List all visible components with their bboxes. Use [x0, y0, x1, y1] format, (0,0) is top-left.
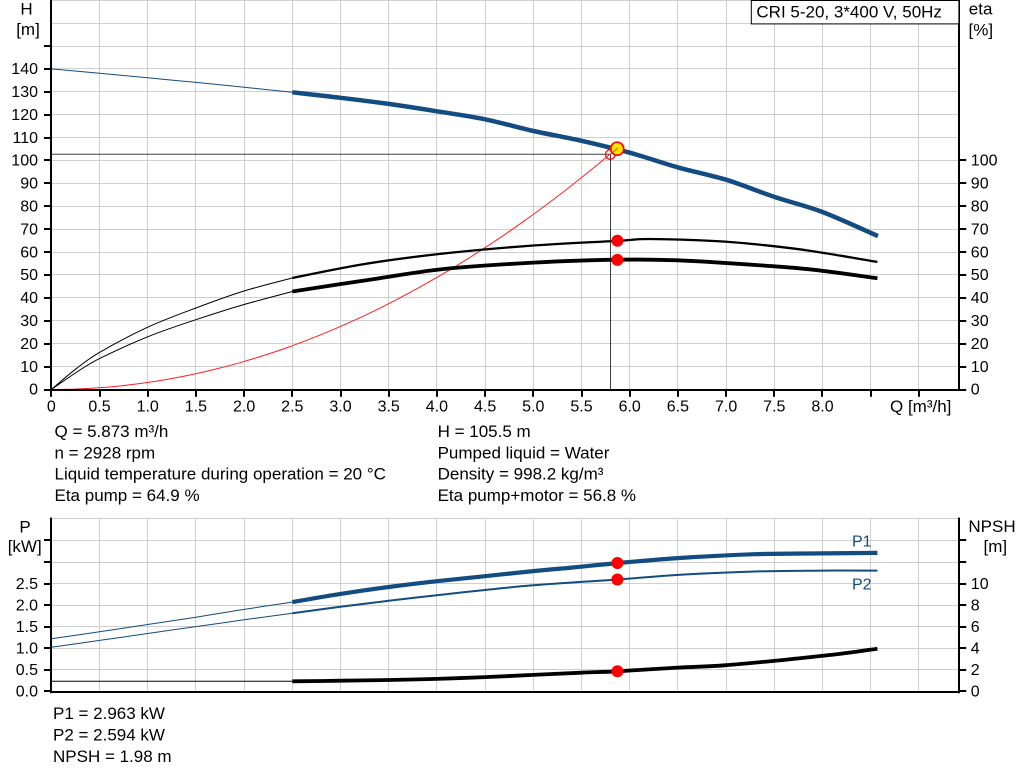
svg-text:10: 10 [20, 359, 38, 376]
svg-text:20: 20 [971, 336, 989, 353]
svg-text:7.5: 7.5 [763, 399, 785, 416]
svg-text:NPSH: NPSH [968, 517, 1015, 536]
svg-text:P2 = 2.594 kW: P2 = 2.594 kW [53, 726, 165, 745]
svg-text:2.5: 2.5 [16, 576, 38, 593]
svg-text:80: 80 [20, 199, 38, 216]
svg-text:Density = 998.2 kg/m³: Density = 998.2 kg/m³ [438, 465, 604, 484]
svg-text:7.0: 7.0 [715, 399, 737, 416]
svg-text:90: 90 [20, 176, 38, 193]
svg-text:90: 90 [971, 176, 989, 193]
svg-text:H = 105.5 m: H = 105.5 m [438, 422, 531, 441]
svg-text:4.5: 4.5 [474, 399, 496, 416]
svg-text:H: H [20, 0, 32, 18]
svg-text:20: 20 [20, 336, 38, 353]
svg-text:NPSH = 1.98 m: NPSH = 1.98 m [53, 747, 172, 766]
svg-text:0: 0 [971, 382, 980, 399]
svg-text:Liquid temperature during oper: Liquid temperature during operation = 20… [55, 465, 386, 484]
svg-text:120: 120 [11, 107, 38, 124]
svg-text:0: 0 [971, 684, 980, 701]
svg-text:P1: P1 [852, 534, 872, 551]
svg-text:50: 50 [971, 267, 989, 284]
svg-text:Q [m³/h]: Q [m³/h] [890, 397, 951, 416]
svg-text:110: 110 [12, 130, 38, 147]
svg-text:Q = 5.873 m³/h: Q = 5.873 m³/h [55, 422, 169, 441]
svg-text:[kW]: [kW] [8, 537, 42, 556]
svg-text:4.0: 4.0 [426, 399, 448, 416]
svg-text:40: 40 [20, 290, 38, 307]
svg-text:3.0: 3.0 [329, 399, 351, 416]
svg-text:0.5: 0.5 [88, 399, 110, 416]
svg-text:0.0: 0.0 [16, 684, 38, 701]
svg-text:50: 50 [20, 267, 38, 284]
svg-text:n = 2928 rpm: n = 2928 rpm [55, 443, 156, 462]
svg-text:4: 4 [971, 640, 980, 657]
svg-text:60: 60 [20, 244, 38, 261]
svg-text:1.5: 1.5 [16, 619, 38, 636]
svg-text:6.0: 6.0 [619, 399, 641, 416]
svg-text:P: P [19, 518, 30, 537]
svg-text:130: 130 [11, 84, 38, 101]
svg-text:2.5: 2.5 [281, 399, 303, 416]
svg-text:70: 70 [971, 221, 989, 238]
svg-text:1.0: 1.0 [137, 399, 159, 416]
svg-text:10: 10 [971, 359, 989, 376]
svg-text:8: 8 [971, 597, 980, 614]
svg-text:P1 = 2.963 kW: P1 = 2.963 kW [53, 704, 165, 723]
svg-text:[m]: [m] [984, 537, 1008, 556]
svg-text:2.0: 2.0 [16, 597, 38, 614]
svg-text:0: 0 [47, 399, 56, 416]
svg-text:1.5: 1.5 [185, 399, 207, 416]
svg-text:100: 100 [11, 153, 38, 170]
svg-text:0.5: 0.5 [16, 662, 38, 679]
svg-text:5.0: 5.0 [522, 399, 544, 416]
svg-text:8.0: 8.0 [811, 399, 833, 416]
svg-text:40: 40 [971, 290, 989, 307]
svg-text:30: 30 [971, 313, 989, 330]
svg-text:10: 10 [971, 576, 989, 593]
svg-text:70: 70 [20, 221, 38, 238]
svg-text:Eta pump+motor = 56.8 %: Eta pump+motor = 56.8 % [438, 486, 636, 505]
svg-text:0: 0 [29, 382, 38, 399]
svg-text:2.0: 2.0 [233, 399, 255, 416]
svg-text:eta: eta [969, 0, 993, 19]
svg-text:6: 6 [971, 619, 980, 636]
svg-text:100: 100 [971, 153, 998, 170]
svg-text:5.5: 5.5 [570, 399, 592, 416]
svg-text:[m]: [m] [16, 20, 40, 39]
svg-text:3.5: 3.5 [378, 399, 400, 416]
svg-text:6.5: 6.5 [667, 399, 689, 416]
svg-text:Pumped liquid = Water: Pumped liquid = Water [438, 443, 610, 462]
svg-text:80: 80 [971, 199, 989, 216]
svg-text:Eta pump = 64.9 %: Eta pump = 64.9 % [55, 486, 200, 505]
svg-text:CRI 5-20, 3*400 V, 50Hz: CRI 5-20, 3*400 V, 50Hz [756, 3, 942, 22]
svg-text:P2: P2 [852, 577, 872, 594]
svg-text:1.0: 1.0 [16, 640, 38, 657]
svg-text:[%]: [%] [969, 21, 994, 40]
svg-text:140: 140 [11, 61, 38, 78]
svg-text:60: 60 [971, 244, 989, 261]
svg-text:2: 2 [971, 662, 980, 679]
svg-text:30: 30 [20, 313, 38, 330]
